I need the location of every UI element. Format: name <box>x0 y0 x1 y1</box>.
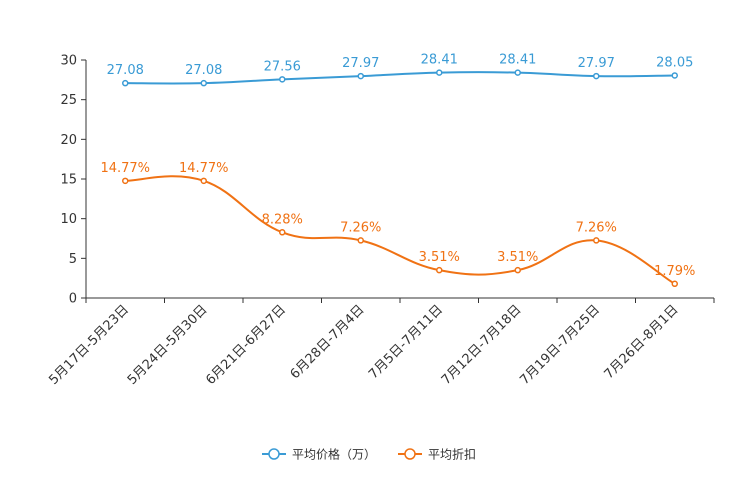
y-tick-label: 20 <box>60 133 77 148</box>
y-tick-label: 30 <box>60 54 77 69</box>
y-tick-label: 25 <box>60 93 77 108</box>
data-point[interactable] <box>671 72 678 79</box>
x-category-label: 5月24日-5月30日 <box>125 302 211 388</box>
y-tick-label: 5 <box>69 252 77 267</box>
data-label: 7.26% <box>576 220 617 235</box>
data-label: 27.08 <box>185 63 222 78</box>
data-point[interactable] <box>357 72 364 80</box>
data-point[interactable] <box>514 266 521 274</box>
data-label: 27.56 <box>264 59 301 74</box>
legend-circle-icon <box>404 448 416 460</box>
data-label: 3.51% <box>419 250 460 265</box>
data-point[interactable] <box>671 280 678 288</box>
data-label: 14.77% <box>100 161 150 176</box>
legend-label: 平均价格（万） <box>292 447 376 462</box>
data-label: 27.08 <box>107 63 144 78</box>
y-tick-label: 10 <box>60 212 77 227</box>
data-label: 27.97 <box>342 56 379 71</box>
data-label: 1.79% <box>654 264 695 279</box>
series-line <box>125 175 676 285</box>
data-point[interactable] <box>357 237 364 244</box>
legend-label: 平均折扣 <box>428 447 476 462</box>
series-layer: 27.08 27.08 27.56 27.97 28.41 28.41 27.97 28.05… <box>100 53 695 288</box>
x-category-label: 6月28日-7月4日 <box>288 302 368 382</box>
data-label: 8.28% <box>262 212 303 227</box>
data-point[interactable] <box>593 72 600 80</box>
data-point[interactable] <box>436 266 443 274</box>
data-point[interactable] <box>122 79 129 87</box>
data-label: 27.97 <box>578 56 615 71</box>
data-point[interactable] <box>200 79 207 87</box>
data-point[interactable] <box>200 177 207 185</box>
legend-item-2[interactable]: 平均折扣 <box>398 447 476 462</box>
x-category-label: 5月17日-5月23日 <box>46 302 132 388</box>
data-label: 28.41 <box>499 53 536 68</box>
data-label: 7.26% <box>340 220 381 235</box>
data-label: 28.05 <box>656 55 693 70</box>
x-category-label: 7月19日-7月25日 <box>517 302 603 388</box>
data-point[interactable] <box>514 69 521 76</box>
x-category-label: 7月26日-8月1日 <box>602 302 682 382</box>
data-point[interactable] <box>279 229 286 236</box>
x-category-label: 7月5日-7月11日 <box>366 302 446 382</box>
legend-circle-icon <box>268 448 280 460</box>
data-point[interactable] <box>593 237 600 244</box>
y-tick-label: 0 <box>69 292 77 307</box>
series-1: 27.08 27.08 27.56 27.97 28.41 28.41 27.97 28.05 <box>107 53 693 87</box>
series-2: 14.77% 14.77% 8.28% 7.26% 3.51% 3.51% 7.26% 1.7… <box>100 161 695 288</box>
y-tick-label: 15 <box>60 173 77 188</box>
legend[interactable]: 平均价格（万） 平均折扣 <box>262 447 476 462</box>
legend-item-1[interactable]: 平均价格（万） <box>262 447 376 462</box>
data-label: 14.77% <box>179 161 229 176</box>
x-category-label: 6月21日-6月27日 <box>203 302 289 388</box>
data-label: 28.41 <box>421 53 458 68</box>
data-label: 3.51% <box>497 250 538 265</box>
x-category-label: 7月12日-7月18日 <box>439 302 525 388</box>
series-line <box>125 71 675 85</box>
data-point[interactable] <box>122 177 129 185</box>
data-point[interactable] <box>436 69 443 76</box>
data-point[interactable] <box>279 76 286 83</box>
